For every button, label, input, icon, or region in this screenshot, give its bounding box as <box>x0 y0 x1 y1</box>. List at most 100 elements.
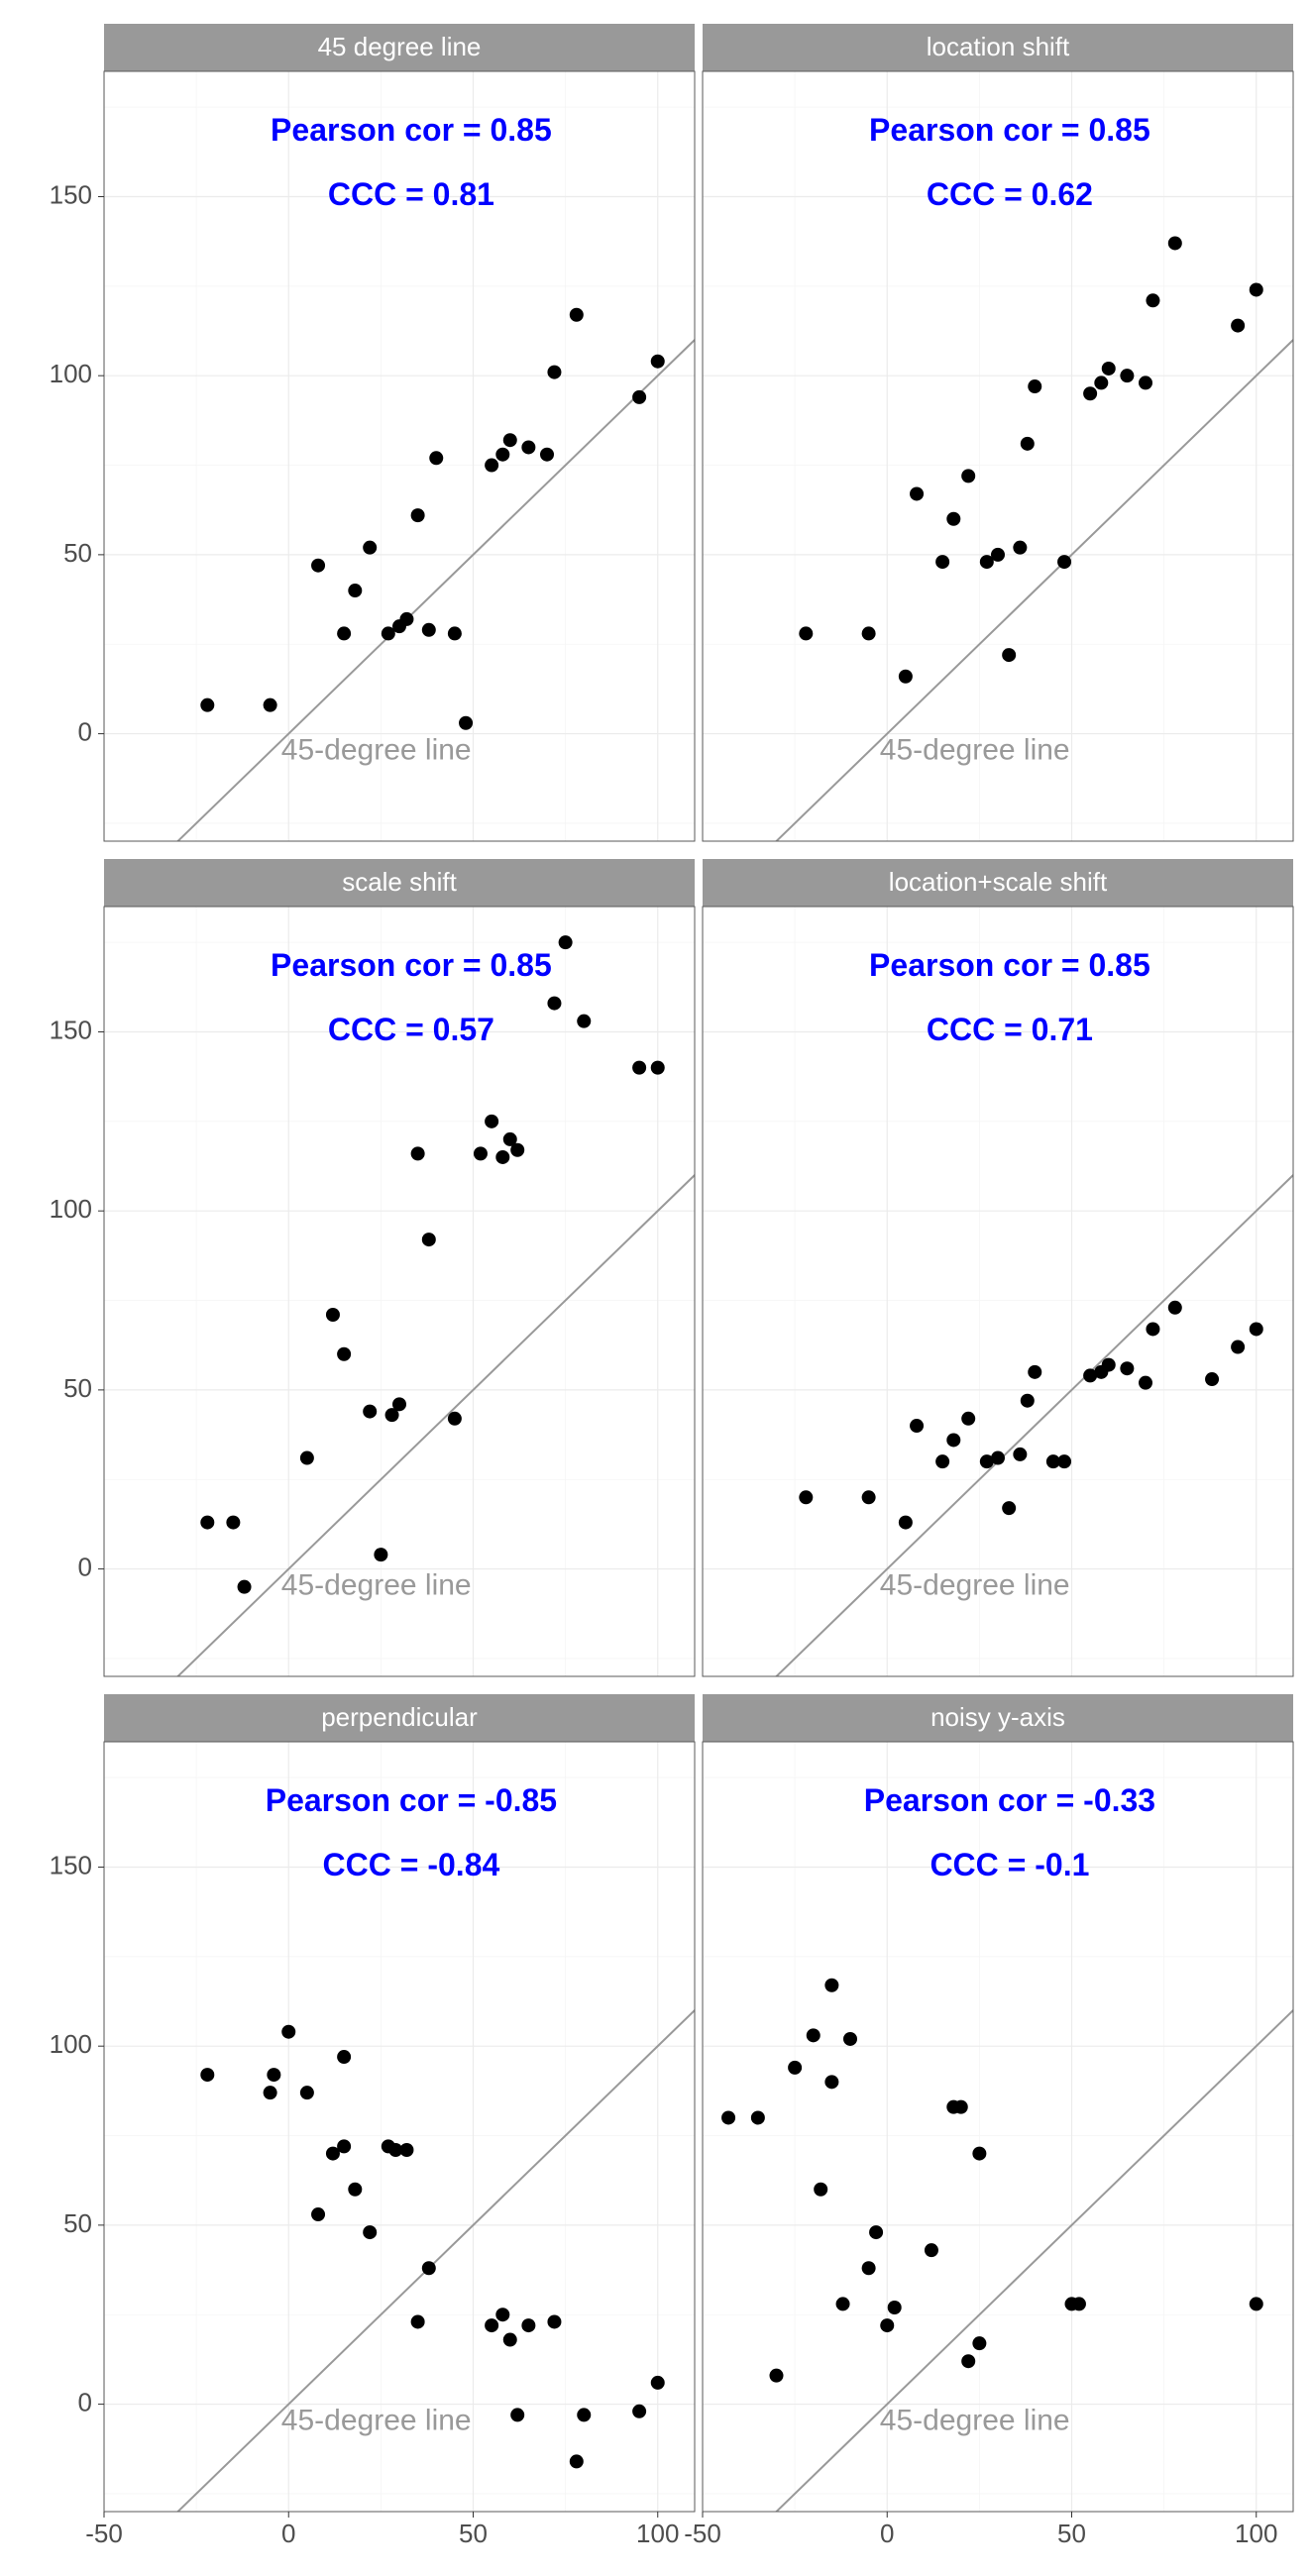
scatter-point <box>547 997 561 1011</box>
scatter-point <box>751 2110 765 2124</box>
ccc-label: CCC = -0.1 <box>930 1847 1089 1882</box>
scatter-point <box>824 2075 838 2089</box>
scatter-point <box>899 1516 913 1530</box>
pearson-label: Pearson cor = -0.85 <box>266 1782 557 1818</box>
scatter-point <box>862 1490 876 1504</box>
scatter-point <box>363 1405 377 1419</box>
scatter-point <box>429 451 443 465</box>
scatter-point <box>880 2318 894 2332</box>
scatter-point <box>961 469 975 483</box>
scatter-point <box>411 2314 425 2328</box>
scatter-point <box>1146 1322 1159 1336</box>
scatter-point <box>1250 2297 1263 2310</box>
scatter-point <box>1102 1358 1116 1372</box>
scatter-point <box>521 2318 535 2332</box>
scatter-point <box>510 1143 524 1157</box>
ref-line-label: 45-degree line <box>880 2405 1070 2437</box>
scatter-point <box>200 1516 214 1530</box>
scatter-point <box>226 1516 240 1530</box>
scatter-point <box>267 2068 280 2082</box>
panel-title: noisy y-axis <box>930 1702 1065 1732</box>
scatter-point <box>264 2086 277 2099</box>
ref-line-label: 45-degree line <box>281 2405 472 2437</box>
scatter-point <box>799 1490 813 1504</box>
panel-title: scale shift <box>342 867 457 897</box>
scatter-point <box>547 366 561 379</box>
panel-title: 45 degree line <box>318 32 482 61</box>
scatter-point <box>1139 1376 1152 1390</box>
scatter-point <box>788 2061 802 2075</box>
x-tick-label: -50 <box>85 2519 123 2548</box>
scatter-point <box>910 1419 924 1433</box>
scatter-point <box>521 440 535 454</box>
x-tick-label: 50 <box>1057 2519 1086 2548</box>
pearson-label: Pearson cor = 0.85 <box>869 112 1150 148</box>
scatter-point <box>348 584 362 597</box>
scatter-point <box>843 2032 857 2046</box>
scatter-point <box>972 2336 986 2350</box>
scatter-point <box>264 698 277 712</box>
scatter-point <box>337 2139 351 2153</box>
scatter-point <box>824 1979 838 1992</box>
scatter-point <box>862 2261 876 2275</box>
scatter-point <box>510 2408 524 2421</box>
scatter-point <box>770 2369 784 2383</box>
scatter-point <box>577 2408 591 2421</box>
scatter-point <box>1072 2297 1086 2310</box>
scatter-point <box>1083 386 1097 400</box>
scatter-point <box>503 2333 517 2347</box>
scatter-point <box>1168 1301 1182 1315</box>
scatter-point <box>814 2183 827 2197</box>
y-tick-label: 150 <box>50 179 92 209</box>
panel: noisy y-axis 45-degree line Pearson cor = … <box>666 1694 1313 2571</box>
scatter-point <box>961 2354 975 2368</box>
scatter-point <box>632 1061 646 1075</box>
scatter-point <box>632 2405 646 2418</box>
scatter-point <box>925 2243 938 2257</box>
scatter-point <box>495 2308 509 2321</box>
y-tick-label: 0 <box>78 2387 92 2416</box>
pearson-label: Pearson cor = 0.85 <box>271 112 552 148</box>
panel-title: perpendicular <box>321 1702 478 1732</box>
scatter-point <box>1002 648 1016 662</box>
scatter-point <box>972 2147 986 2161</box>
panel: 45 degree line 45-degree line Pearson cor … <box>50 24 732 948</box>
scatter-point <box>399 612 413 626</box>
scatter-point <box>200 698 214 712</box>
scatter-point <box>363 2225 377 2239</box>
scatter-point <box>200 2068 214 2082</box>
x-tick-label: 0 <box>281 2519 295 2548</box>
pearson-label: Pearson cor = -0.33 <box>864 1782 1155 1818</box>
ref-line-label: 45-degree line <box>880 1569 1070 1602</box>
y-tick-label: 100 <box>50 2029 92 2059</box>
ref-line-label: 45-degree line <box>281 734 472 767</box>
y-tick-label: 50 <box>63 538 92 568</box>
scatter-point <box>337 626 351 640</box>
scatter-point <box>1013 1448 1027 1461</box>
scatter-point <box>337 1347 351 1361</box>
scatter-point <box>547 2314 561 2328</box>
y-tick-label: 100 <box>50 359 92 388</box>
scatter-point <box>632 390 646 404</box>
y-tick-label: 50 <box>63 2208 92 2238</box>
scatter-point <box>577 1015 591 1028</box>
scatter-point <box>1021 1394 1035 1408</box>
scatter-point <box>836 2297 850 2310</box>
facet-grid: 45 degree line 45-degree line Pearson cor … <box>0 0 1313 2576</box>
y-tick-label: 0 <box>78 1552 92 1581</box>
scatter-point <box>1028 379 1041 393</box>
pearson-label: Pearson cor = 0.85 <box>869 947 1150 983</box>
scatter-point <box>348 2183 362 2197</box>
panel-title: location+scale shift <box>889 867 1108 897</box>
scatter-point <box>281 2025 295 2039</box>
y-tick-label: 150 <box>50 1015 92 1044</box>
x-tick-label: 100 <box>636 2519 679 2548</box>
scatter-point <box>1102 362 1116 376</box>
scatter-point <box>935 1454 949 1468</box>
scatter-point <box>1120 1361 1134 1375</box>
ccc-label: CCC = -0.84 <box>323 1847 500 1882</box>
scatter-point <box>300 2086 314 2099</box>
x-tick-label: 0 <box>880 2519 894 2548</box>
scatter-point <box>474 1146 488 1160</box>
y-tick-label: 0 <box>78 716 92 746</box>
